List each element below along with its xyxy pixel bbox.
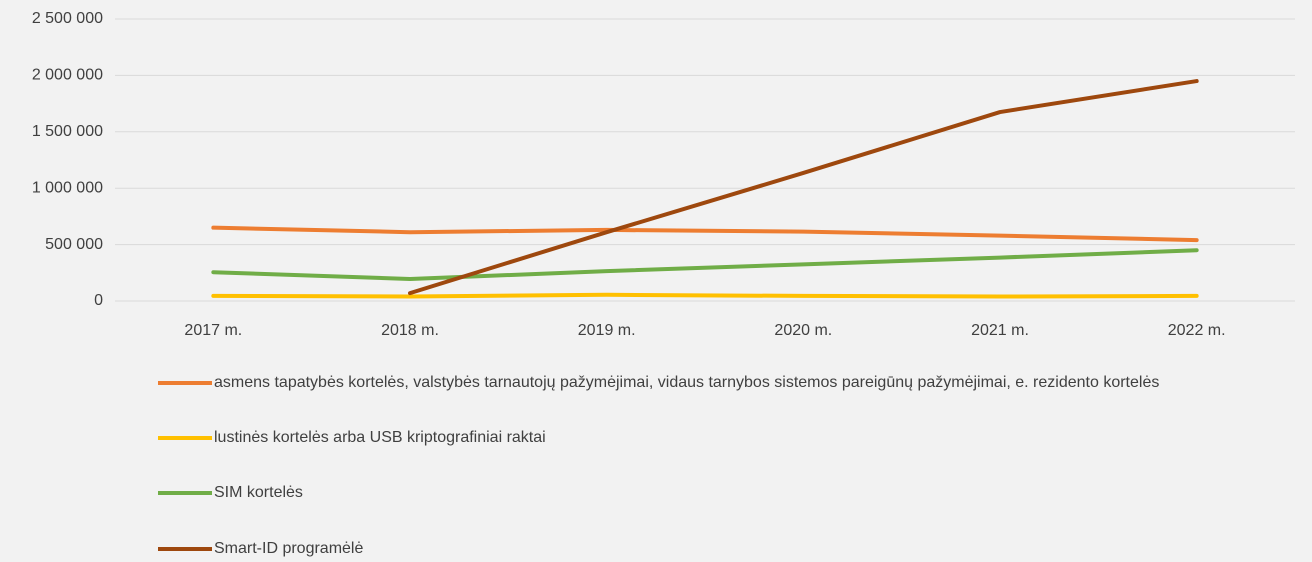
legend-label: SIM kortelės [214, 484, 303, 501]
legend-swatch [158, 436, 212, 440]
y-tick-label: 2 500 000 [32, 10, 103, 27]
legend-label: asmens tapatybės kortelės, valstybės tar… [214, 374, 1160, 391]
legend-swatch [158, 491, 212, 495]
series-line [408, 79, 1199, 296]
x-tick-label: 2022 m. [1168, 322, 1226, 339]
y-tick-label: 1 000 000 [32, 179, 103, 196]
legend-entry: lustinės kortelės arba USB kriptografini… [158, 424, 1184, 451]
chart: 0 500 000 1 000 000 1 500 000 2 000 000 2 500… [32, 10, 1295, 339]
legend-swatch [158, 381, 212, 385]
series-line [211, 248, 1199, 282]
legend-label: lustinės kortelės arba USB kriptografini… [214, 429, 546, 446]
legend-entry: Smart-ID programėlė [158, 535, 1184, 562]
x-tick-label: 2018 m. [381, 322, 439, 339]
y-tick-label: 2 000 000 [32, 67, 103, 84]
legend-entry: asmens tapatybės kortelės, valstybės tar… [158, 369, 1184, 396]
x-tick-label: 2020 m. [774, 322, 832, 339]
series-line [211, 225, 1199, 243]
x-tick-label: 2021 m. [971, 322, 1029, 339]
legend-label: Smart-ID programėlė [214, 540, 364, 557]
y-tick-label: 500 000 [45, 236, 103, 253]
y-tick-label: 0 [94, 292, 103, 309]
legend-entry: SIM kortelės [158, 479, 1184, 506]
legend-swatch [158, 547, 212, 551]
x-tick-label: 2017 m. [184, 322, 242, 339]
x-tick-label: 2019 m. [578, 322, 636, 339]
series-line [211, 292, 1199, 299]
y-tick-label: 1 500 000 [32, 123, 103, 140]
